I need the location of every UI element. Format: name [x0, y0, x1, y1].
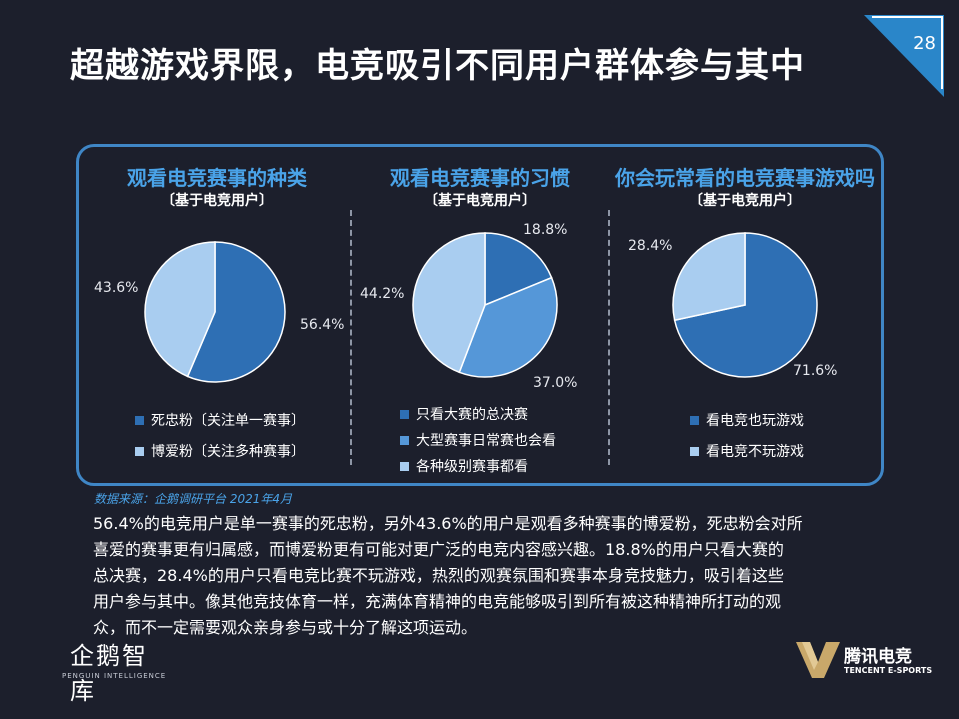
summary-line: 喜爱的赛事更有归属感，而博爱粉更有可能对更广泛的电竞内容感兴趣。18.8%的用户…: [93, 540, 784, 559]
legend-label: 看电竞也玩游戏: [706, 413, 804, 429]
summary-paragraph: 56.4%的电竞用户是单一赛事的死忠粉，另外43.6%的用户是观看多种赛事的博爱…: [93, 511, 883, 641]
pie-percent-label: 37.0%: [533, 375, 577, 391]
summary-line: 总决赛，28.4%的用户只看电竞比赛不玩游戏，热烈的观赛氛围和赛事本身竞技魅力，…: [93, 566, 784, 585]
chart-3-legend-item: 看电竞不玩游戏: [690, 441, 804, 461]
page-title: 超越游戏界限，电竞吸引不同用户群体参与其中: [70, 46, 805, 86]
chart-3-legend-item: 看电竞也玩游戏: [690, 410, 804, 430]
legend-swatch: [400, 461, 409, 471]
chart-1-legend-item: 博爱粉〔关注多种赛事〕: [135, 441, 305, 461]
v-logo-icon: [796, 642, 840, 678]
legend-swatch: [135, 415, 144, 425]
summary-line: 用户参与其中。像其他竞技体育一样，充满体育精神的电竞能够吸引到所有被这种精神所打…: [93, 592, 782, 611]
chart-2-legend-item: 大型赛事日常赛也会看: [400, 430, 556, 450]
pie-chart-2: 18.8% 37.0% 44.2%: [360, 222, 577, 391]
legend-swatch: [135, 446, 144, 456]
pie-slice: [186, 241, 286, 383]
chart-3-title: 你会玩常看的电竞赛事游戏吗: [615, 166, 875, 190]
pie-slice: [672, 232, 746, 322]
pie-percent-label: 28.4%: [628, 238, 672, 254]
summary-line: 56.4%的电竞用户是单一赛事的死忠粉，另外43.6%的用户是观看多种赛事的博爱…: [93, 514, 803, 533]
pie-slice: [412, 232, 486, 374]
chart-1-legend-item: 死忠粉〔关注单一赛事〕: [135, 410, 305, 430]
chart-2-subtitle: 〔基于电竞用户〕: [424, 193, 536, 209]
pie-chart-1: 56.4% 43.6%: [94, 241, 344, 383]
page-number: 28: [913, 33, 936, 54]
summary-line: 众，而不一定需要观众亲身参与或十分了解这项运动。: [93, 618, 478, 637]
chart-2-legend-item: 各种级别赛事都看: [400, 456, 528, 476]
chart-3-subtitle: 〔基于电竞用户〕: [689, 193, 801, 209]
page-corner-badge: 28: [864, 15, 944, 97]
pie-percent-label: 71.6%: [793, 363, 837, 379]
charts-panel: [76, 144, 884, 486]
pie-slice: [673, 232, 818, 378]
logo-right-subtext: TENCENT E-SPORTS: [844, 666, 933, 675]
chart-1-title: 观看电竞赛事的种类: [127, 166, 307, 190]
pie-slice: [144, 241, 216, 378]
legend-swatch: [690, 415, 699, 425]
divider-1: [350, 210, 352, 465]
pie-percent-label: 44.2%: [360, 286, 404, 302]
legend-swatch: [400, 435, 409, 445]
pie-slice: [484, 232, 553, 307]
legend-swatch: [690, 446, 699, 456]
legend-label: 死忠粉〔关注单一赛事〕: [151, 413, 305, 429]
legend-label: 看电竞不玩游戏: [706, 444, 804, 460]
legend-label: 只看大赛的总决赛: [416, 407, 528, 423]
data-source: 数据来源：企鹅调研平台 2021年4月: [94, 492, 292, 506]
penguin-intelligence-logo: 企鹅智库 PENGUIN INTELLIGENCE: [62, 636, 172, 705]
legend-label: 博爱粉〔关注多种赛事〕: [151, 444, 305, 460]
chart-1-subtitle: 〔基于电竞用户〕: [161, 193, 273, 209]
pie-percent-label: 56.4%: [300, 317, 344, 333]
pie-percent-label: 43.6%: [94, 280, 138, 296]
legend-swatch: [400, 409, 409, 419]
chart-2-title: 观看电竞赛事的习惯: [390, 166, 570, 190]
logo-left-subtext: PENGUIN INTELLIGENCE: [62, 672, 167, 680]
logo-left-text: 企鹅智库: [70, 642, 148, 705]
logo-right-text: 腾讯电竞: [844, 647, 912, 667]
legend-label: 大型赛事日常赛也会看: [416, 433, 556, 449]
divider-2: [608, 210, 610, 465]
pie-slice: [458, 276, 558, 378]
tencent-esports-logo: 腾讯电竞 TENCENT E-SPORTS: [796, 640, 936, 686]
pie-percent-label: 18.8%: [523, 222, 567, 238]
corner-triangle: [864, 15, 944, 97]
chart-2-legend-item: 只看大赛的总决赛: [400, 404, 528, 424]
pie-chart-3: 71.6% 28.4%: [628, 232, 837, 379]
legend-label: 各种级别赛事都看: [416, 459, 528, 475]
